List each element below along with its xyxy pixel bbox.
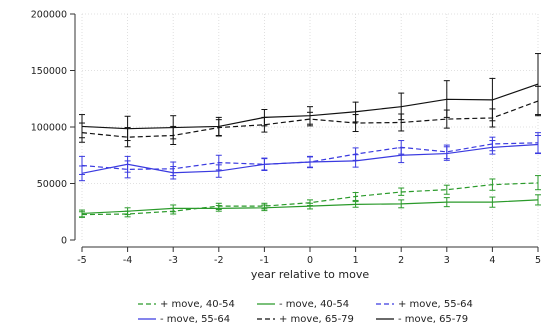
y-tick-label: 100000 (31, 123, 67, 134)
y-tick-label: 0 (61, 236, 67, 247)
x-tick-label: -2 (214, 255, 223, 266)
series-line (81, 83, 539, 130)
series-group (79, 194, 541, 218)
x-tick-label: 0 (307, 255, 313, 266)
series-line (81, 143, 539, 174)
x-tick-label: -1 (260, 255, 269, 266)
x-tick-label: 4 (489, 255, 495, 266)
series-group (79, 134, 541, 182)
legend-label: + move, 40-54 (160, 299, 235, 310)
x-tick-label: 3 (444, 255, 450, 266)
x-tick-label: -5 (77, 255, 86, 266)
legend-label: - move, 55-64 (160, 314, 230, 325)
x-tick-label: 1 (353, 255, 359, 266)
series-group (79, 53, 541, 142)
y-tick-label: 50000 (37, 179, 67, 190)
legend-label: - move, 65-79 (398, 314, 468, 325)
x-tick-label: -3 (168, 255, 177, 266)
legend-label: + move, 65-79 (279, 314, 354, 325)
series-group (79, 175, 541, 218)
legend-label: - move, 40-54 (279, 299, 349, 310)
x-tick-label: 2 (398, 255, 404, 266)
x-axis-label: year relative to move (251, 268, 370, 281)
x-tick-label: -4 (123, 255, 132, 266)
y-tick-label: 200000 (31, 10, 67, 21)
legend-label: + move, 55-64 (398, 299, 473, 310)
x-tick-label: 5 (535, 255, 541, 266)
series-line (81, 100, 539, 138)
series-line (81, 199, 539, 215)
y-tick-label: 150000 (31, 66, 67, 77)
series-line (81, 182, 539, 216)
